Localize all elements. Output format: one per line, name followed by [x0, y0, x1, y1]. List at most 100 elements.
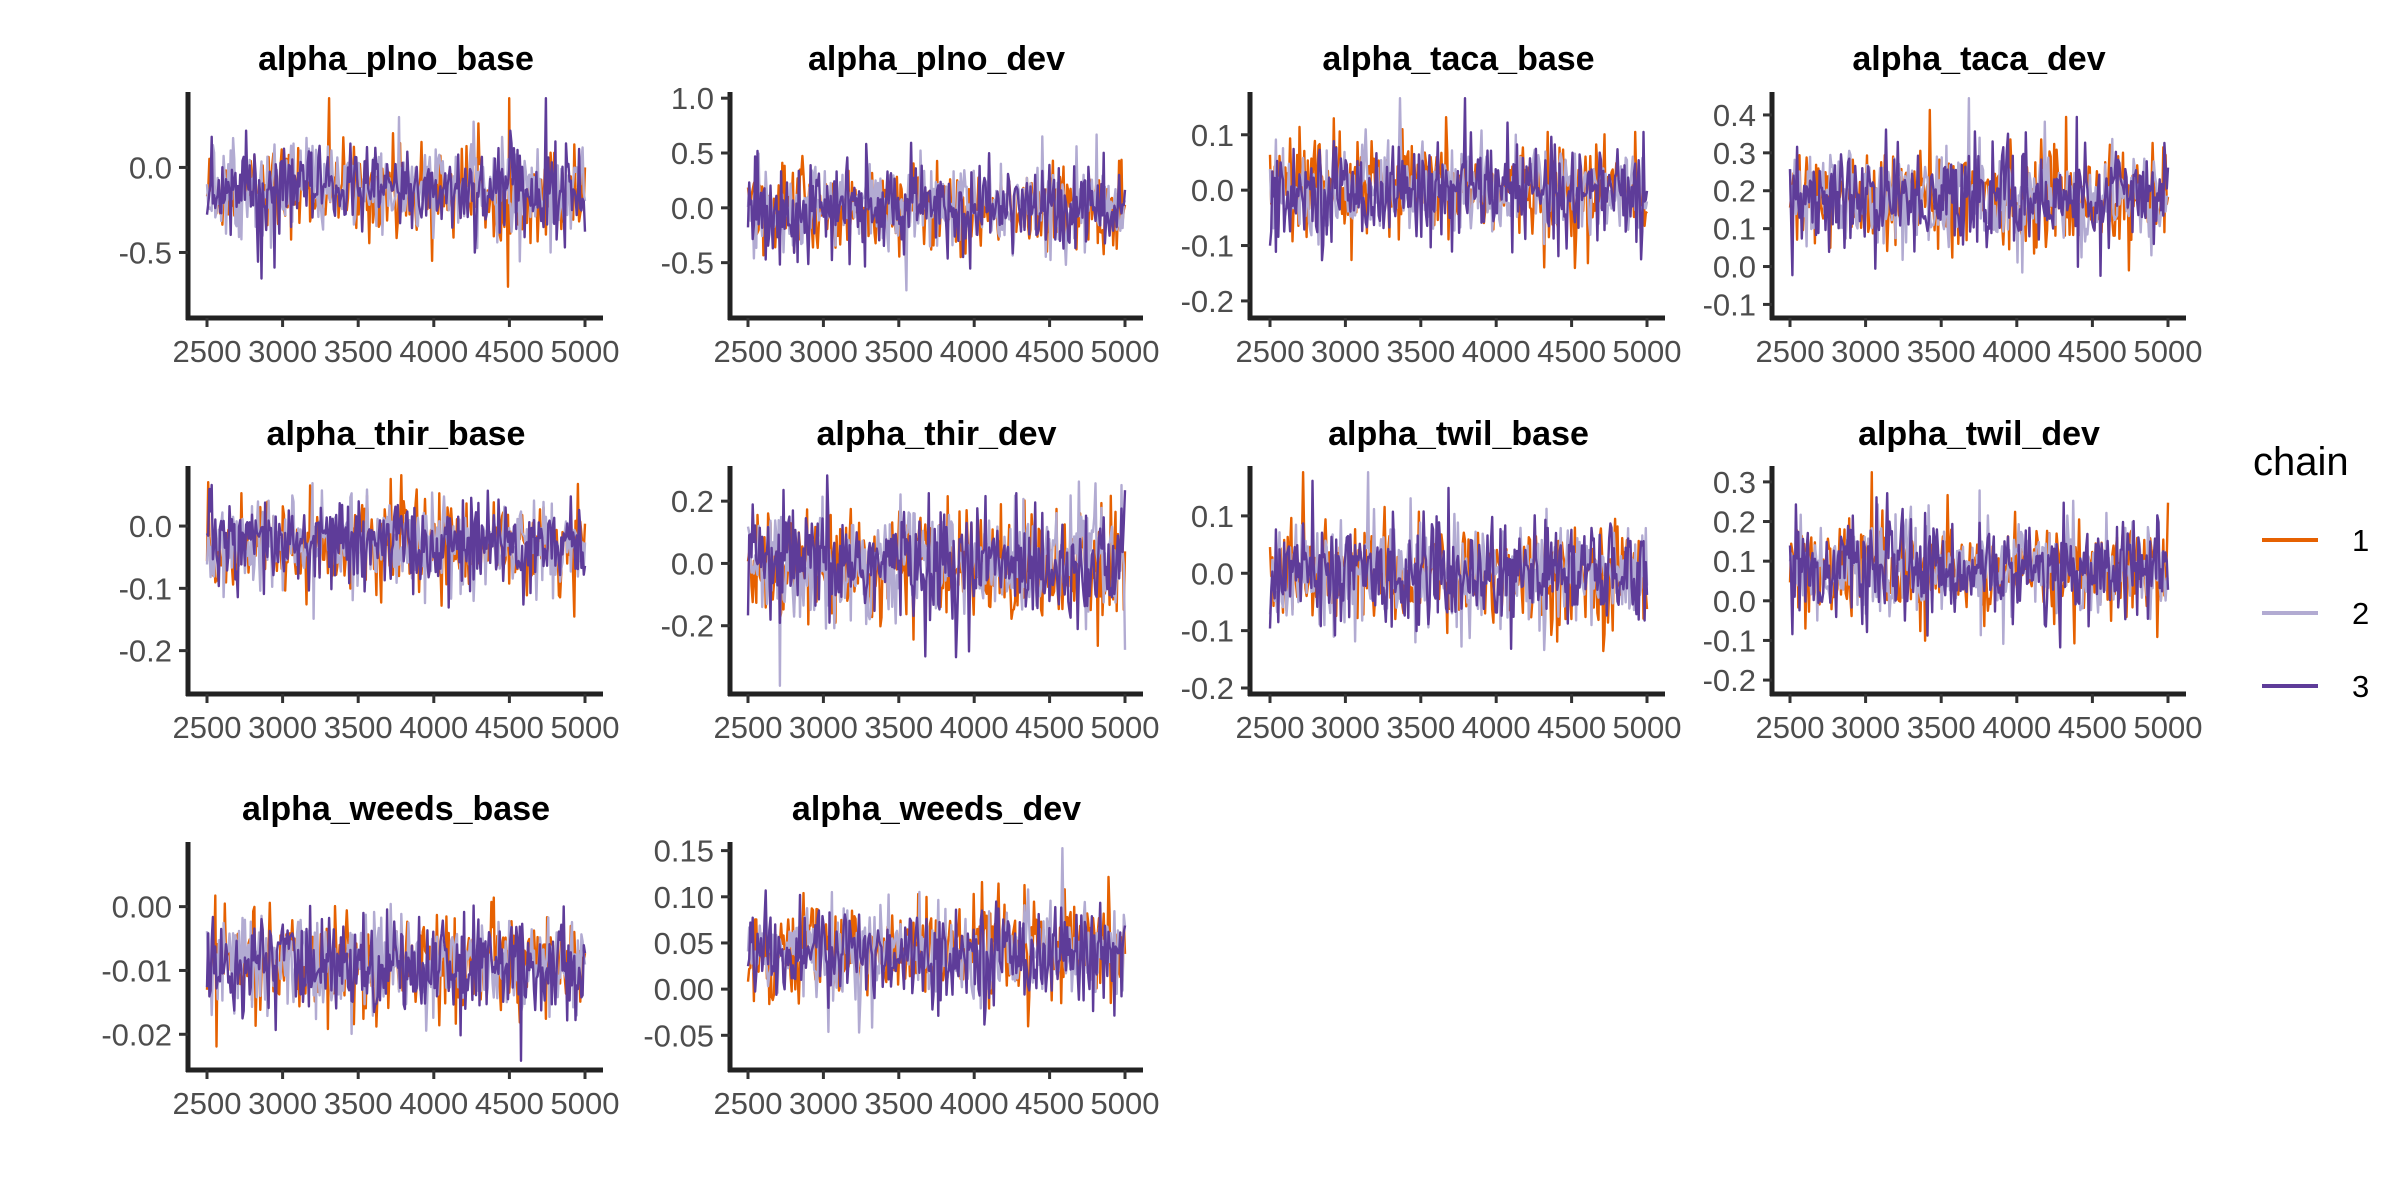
- facet-panel-alpha_taca_base: alpha_taca_base -0.2 -0.1 0.0 0.1 2500 3000 350…: [1181, 40, 1682, 369]
- facet-panel-alpha_twil_dev: alpha_twil_dev -0.2 -0.1 0.0 0.1 0.2 0.3 2500 30…: [1703, 415, 2203, 745]
- x-tick-label: 4500: [1015, 334, 1084, 369]
- y-tick-label: 0.0: [129, 509, 172, 544]
- x-tick-label: 4000: [940, 710, 1009, 745]
- x-tick-label: 2500: [173, 334, 242, 369]
- chain-legend: chain 1 2 3: [2253, 440, 2369, 704]
- y-tick-label: 0.0: [671, 191, 714, 226]
- y-tick-label: 0.00: [112, 890, 172, 925]
- facet-panel-alpha_weeds_dev: alpha_weeds_dev -0.05 0.00 0.05 0.10 0.15 2500…: [643, 790, 1159, 1121]
- legend-entry-chain-3: 3: [2262, 669, 2369, 704]
- chain-3-trace: [1788, 492, 2170, 649]
- legend-entry-chain-2: 2: [2262, 596, 2369, 631]
- y-tick-label: 0.2: [1713, 505, 1756, 540]
- trace-series: [205, 96, 587, 288]
- chain-3-trace: [1268, 96, 1649, 262]
- x-tick-label: 4500: [475, 334, 544, 369]
- facet-panel-alpha_plno_base: alpha_plno_base -0.5 0.0 2500 3000 3500 4000 45…: [119, 40, 620, 369]
- legend-label: 1: [2352, 523, 2369, 558]
- chain-2-trace: [205, 482, 587, 620]
- x-tick-label: 3000: [1311, 334, 1380, 369]
- y-tick-label: -0.1: [1703, 287, 1756, 322]
- facet-panel-alpha_weeds_base: alpha_weeds_base -0.02 -0.01 0.00 2500 3000 35…: [101, 790, 619, 1121]
- x-tick-label: 5000: [1091, 334, 1160, 369]
- x-tick-label: 4500: [1537, 710, 1606, 745]
- trace-series: [746, 133, 1127, 292]
- x-tick-label: 2500: [714, 1086, 783, 1121]
- y-tick-label: 0.0: [1713, 250, 1756, 285]
- trace-series: [746, 847, 1127, 1034]
- y-tick-label: -0.2: [1181, 284, 1234, 319]
- trace-series: [1268, 96, 1649, 270]
- x-tick-label: 5000: [551, 334, 620, 369]
- facet-title: alpha_weeds_base: [242, 790, 550, 828]
- y-tick-label: 0.1: [1191, 499, 1234, 534]
- x-tick-label: 3500: [1907, 334, 1976, 369]
- chain-3-trace: [746, 474, 1127, 659]
- x-tick-label: 4000: [1462, 334, 1531, 369]
- y-tick-label: -0.1: [119, 571, 172, 606]
- y-tick-label: 0.15: [654, 834, 714, 869]
- x-tick-label: 4000: [1982, 710, 2051, 745]
- x-tick-label: 2500: [1236, 710, 1305, 745]
- chain-3-trace: [205, 483, 587, 609]
- x-tick-label: 4000: [940, 1086, 1009, 1121]
- y-tick-label: 0.3: [1713, 465, 1756, 500]
- y-tick-label: -0.1: [1703, 623, 1756, 658]
- x-tick-label: 4500: [475, 710, 544, 745]
- facet-title: alpha_plno_base: [258, 40, 534, 78]
- x-tick-label: 4000: [399, 1086, 468, 1121]
- x-tick-label: 5000: [2134, 334, 2203, 369]
- y-tick-label: 0.4: [1713, 98, 1756, 133]
- x-tick-label: 4500: [2058, 334, 2127, 369]
- x-tick-label: 3500: [1907, 710, 1976, 745]
- legend-entry-chain-1: 1: [2262, 523, 2369, 558]
- x-tick-label: 4000: [399, 334, 468, 369]
- x-tick-label: 3500: [864, 1086, 933, 1121]
- x-tick-label: 3500: [864, 334, 933, 369]
- y-tick-label: 0.2: [1713, 174, 1756, 209]
- facet-title: alpha_thir_dev: [817, 415, 1057, 453]
- legend-title: chain: [2253, 440, 2349, 484]
- x-tick-label: 3500: [864, 710, 933, 745]
- y-tick-label: 0.05: [654, 926, 714, 961]
- x-tick-label: 4500: [2058, 710, 2127, 745]
- chain-3-trace: [1788, 115, 2170, 277]
- x-tick-label: 3000: [789, 1086, 858, 1121]
- y-tick-label: -0.2: [1703, 663, 1756, 698]
- x-tick-label: 2500: [173, 1086, 242, 1121]
- facet-title: alpha_weeds_dev: [792, 790, 1081, 828]
- trace-series: [205, 894, 587, 1063]
- facet-panel-alpha_thir_dev: alpha_thir_dev -0.2 0.0 0.2 2500 3000 3500 4000…: [661, 415, 1160, 745]
- x-tick-label: 5000: [1613, 710, 1682, 745]
- x-tick-label: 4000: [1982, 334, 2051, 369]
- y-tick-label: -0.02: [101, 1017, 172, 1052]
- y-tick-label: 0.0: [1191, 173, 1234, 208]
- y-tick-label: -0.2: [119, 634, 172, 669]
- x-tick-label: 3500: [324, 1086, 393, 1121]
- x-tick-label: 5000: [1613, 334, 1682, 369]
- x-tick-label: 4500: [1015, 710, 1084, 745]
- x-tick-label: 2500: [173, 710, 242, 745]
- x-tick-label: 4000: [399, 710, 468, 745]
- facet-panel-alpha_twil_base: alpha_twil_base -0.2 -0.1 0.0 0.1 2500 3000 350…: [1181, 415, 1682, 745]
- facet-panel-alpha_thir_base: alpha_thir_base -0.2 -0.1 0.0 2500 3000 3500 40…: [119, 415, 620, 745]
- x-tick-label: 3000: [1831, 334, 1900, 369]
- y-tick-label: 0.5: [671, 136, 714, 171]
- facet-title: alpha_twil_base: [1328, 415, 1589, 453]
- y-tick-label: -0.5: [661, 246, 714, 281]
- x-tick-label: 3000: [789, 710, 858, 745]
- y-tick-label: -0.2: [1181, 671, 1234, 706]
- x-tick-label: 2500: [714, 710, 783, 745]
- legend-label: 2: [2352, 596, 2369, 631]
- y-tick-label: -0.2: [661, 609, 714, 644]
- y-tick-label: -0.5: [119, 235, 172, 270]
- x-tick-label: 4000: [1462, 710, 1531, 745]
- y-tick-label: 0.00: [654, 972, 714, 1007]
- x-tick-label: 2500: [1236, 334, 1305, 369]
- y-tick-label: 0.10: [654, 880, 714, 915]
- x-tick-label: 5000: [551, 710, 620, 745]
- y-tick-label: -0.05: [643, 1018, 714, 1053]
- x-tick-label: 3500: [1386, 710, 1455, 745]
- x-tick-label: 3500: [324, 334, 393, 369]
